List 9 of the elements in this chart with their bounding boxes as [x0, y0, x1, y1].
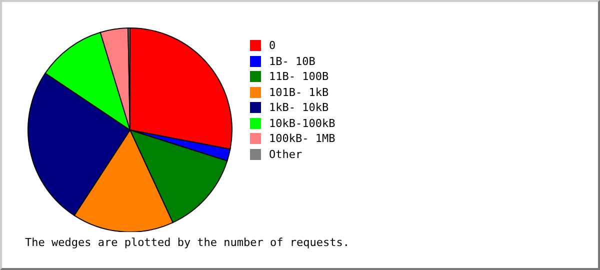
legend-label: Other [269, 148, 302, 161]
legend-label: 11B- 100B [269, 70, 329, 84]
legend-label: 101B- 1kB [269, 86, 329, 99]
legend-label: 1B- 10B [269, 54, 316, 68]
legend-label: 100kB- 1MB [269, 132, 336, 146]
legend-label: 10kB-100kB [269, 116, 336, 130]
legend-label: 0 [269, 39, 276, 52]
text: The wedges are plotted by the number of requests. [25, 236, 350, 249]
legend-label: 1kB- 10kB [269, 101, 329, 114]
